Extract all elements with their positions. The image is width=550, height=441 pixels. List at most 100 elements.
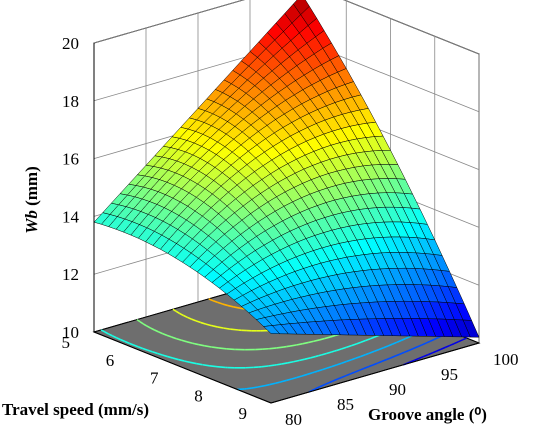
z-gridline (93, 0, 480, 55)
contour-segment (369, 336, 376, 340)
contour-segment (328, 380, 333, 384)
contour-segment (326, 351, 332, 355)
contour-segment (281, 362, 288, 365)
contour-segment (450, 342, 455, 346)
contour-segment (374, 348, 380, 353)
contour-segment (383, 345, 389, 349)
contour-segment (346, 344, 352, 349)
x-tick-label: 80 (285, 410, 302, 429)
contour-segment (431, 350, 437, 354)
contour-segment (423, 354, 429, 358)
contour-segment (394, 353, 401, 357)
z-tick-label: 12 (62, 265, 79, 284)
contour-segment (276, 346, 284, 349)
contour-segment (189, 361, 197, 365)
contour-segment (174, 310, 177, 313)
contour-segment (212, 325, 218, 328)
contour-segment (226, 347, 235, 351)
contour-segment (421, 342, 427, 346)
contour-segment (386, 357, 392, 361)
contour-segment (202, 363, 210, 367)
contour-segment (368, 364, 374, 368)
contour-segment (405, 335, 411, 340)
y-axis-line (93, 331, 272, 404)
contour-segment (233, 306, 241, 309)
contour-segment (216, 365, 226, 369)
contour-segment (195, 320, 202, 324)
y-axis-title: Travel speed (mm/s) (2, 400, 149, 419)
contour-segment (429, 338, 435, 343)
contour-segment (124, 340, 130, 344)
contour-segment (178, 358, 185, 362)
contour-segment (301, 373, 308, 377)
contour-segment (319, 337, 325, 341)
y-tick-label: 9 (239, 404, 248, 423)
contour-segment (313, 339, 320, 343)
contour-segment (310, 355, 317, 359)
y-tick-label: 5 (62, 333, 71, 352)
contour-segment (152, 351, 158, 355)
contour-segment (181, 339, 188, 343)
x-axis-title: Groove angle (⁰) (368, 405, 487, 424)
x-axis-line (270, 342, 480, 404)
contour-segment (263, 383, 270, 387)
contour-segment (341, 346, 347, 350)
contour-segment (336, 348, 342, 352)
contour-segment (217, 326, 224, 329)
contour-segment (311, 371, 315, 374)
contour-segment (365, 338, 371, 342)
contour-segment (246, 387, 252, 390)
z-tick-label: 20 (62, 34, 79, 53)
x-tick-labels: 80 85 90 95 100 (285, 350, 519, 429)
contour-segment (200, 321, 207, 325)
contour-segment (360, 354, 366, 358)
contour-segment (350, 371, 356, 375)
surface-cell (263, 325, 281, 335)
contour-segment (316, 368, 323, 373)
contour-segment (162, 354, 168, 358)
contour-segment (387, 343, 393, 347)
contour-segment (440, 346, 446, 351)
contour-segment (331, 350, 335, 353)
contour-segment (139, 321, 144, 325)
contour-segment (427, 352, 433, 356)
contour-segment (286, 378, 292, 382)
contour-segment (323, 383, 326, 386)
contour-segment (204, 345, 212, 348)
y-tick-label: 6 (106, 351, 115, 370)
contour-segment (205, 323, 212, 327)
contour-segment (112, 335, 117, 339)
contour-segment (218, 347, 226, 350)
contour-segment (302, 341, 309, 345)
contour-segment (416, 344, 422, 348)
contour-segment (299, 358, 306, 362)
z-tick-label: 18 (62, 92, 79, 111)
contour-segment (369, 350, 375, 354)
contour-segment (418, 355, 424, 360)
contour-segment (325, 382, 329, 385)
contour-segment (334, 349, 337, 352)
contour-segment (172, 357, 179, 361)
contour-segment (280, 379, 287, 383)
contour-segment (198, 343, 205, 347)
contour-segment (321, 367, 328, 371)
contour-segment (261, 365, 269, 368)
contour-segment (307, 340, 314, 344)
contour-segment (360, 339, 366, 344)
contour-segment (457, 339, 463, 343)
contour-segment (354, 369, 360, 373)
z-tick-labels: 10 12 14 16 18 20 (62, 34, 80, 342)
contour-segment (315, 355, 319, 358)
contour-segment (195, 362, 203, 366)
contour-segment (311, 387, 317, 392)
contour-segment (183, 360, 191, 364)
contour-segment (172, 308, 176, 312)
contour-segment (136, 318, 141, 323)
contour-segment (426, 340, 431, 344)
contour-segment (142, 323, 148, 327)
y-tick-labels: 5 6 7 8 9 (62, 333, 248, 423)
contour-segment (171, 336, 177, 340)
contour-segment (142, 347, 148, 351)
contour-segment (217, 301, 223, 305)
contour-segment (378, 346, 384, 351)
